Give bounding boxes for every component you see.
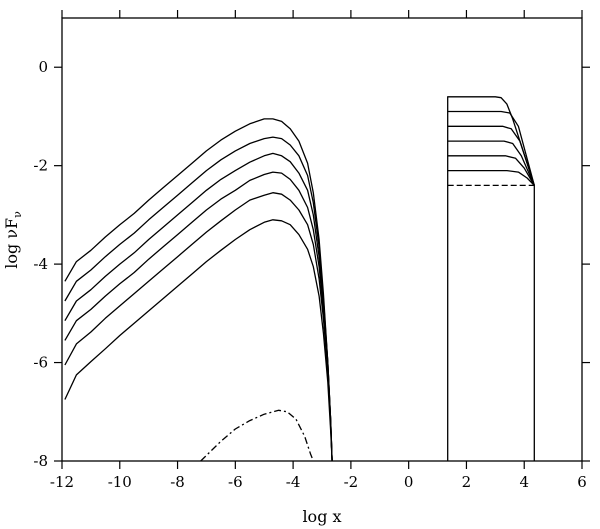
x-tick-label: -12 xyxy=(50,473,74,491)
series-line-4 xyxy=(64,171,333,462)
y-axis-label: log νFν xyxy=(2,211,24,269)
x-tick-label: 2 xyxy=(462,473,472,491)
x-tick-label: 6 xyxy=(577,473,587,491)
x-tick-label: 4 xyxy=(519,473,529,491)
axis-ticks xyxy=(54,10,590,469)
y-axis-label-main: log νF xyxy=(2,218,21,269)
x-tick-label: -10 xyxy=(108,473,132,491)
x-tick-label: -6 xyxy=(228,473,243,491)
y-axis-label-sub: ν xyxy=(11,211,24,218)
series-line-13 xyxy=(447,169,535,186)
series-line-3 xyxy=(64,152,333,462)
series-group xyxy=(64,96,535,462)
x-tick-label: -2 xyxy=(344,473,359,491)
series-line-7 xyxy=(200,409,314,462)
y-tick-label: -8 xyxy=(33,452,48,470)
y-tick-label: 0 xyxy=(38,58,48,76)
series-line-2 xyxy=(64,136,333,462)
x-tick-label: 0 xyxy=(404,473,414,491)
x-tick-label: -8 xyxy=(170,473,185,491)
x-tick-label: -4 xyxy=(286,473,301,491)
series-line-8 xyxy=(447,96,535,461)
y-tick-label: -2 xyxy=(33,157,48,175)
series-line-1 xyxy=(64,118,333,462)
series-line-10 xyxy=(447,125,535,186)
series-line-9 xyxy=(447,110,535,186)
series-line-11 xyxy=(447,140,535,186)
x-tick-labels: -12 -10 -8 -6 -4 -2 0 2 4 6 xyxy=(50,473,587,491)
y-tick-label: -6 xyxy=(33,354,48,372)
y-tick-label: -4 xyxy=(33,255,48,273)
series-line-5 xyxy=(64,192,333,462)
y-tick-labels: -8 -6 -4 -2 0 xyxy=(33,58,48,470)
series-line-6 xyxy=(64,219,333,462)
x-axis-label: log x xyxy=(302,507,341,526)
series-line-12 xyxy=(447,155,535,186)
plot-frame xyxy=(61,17,583,462)
